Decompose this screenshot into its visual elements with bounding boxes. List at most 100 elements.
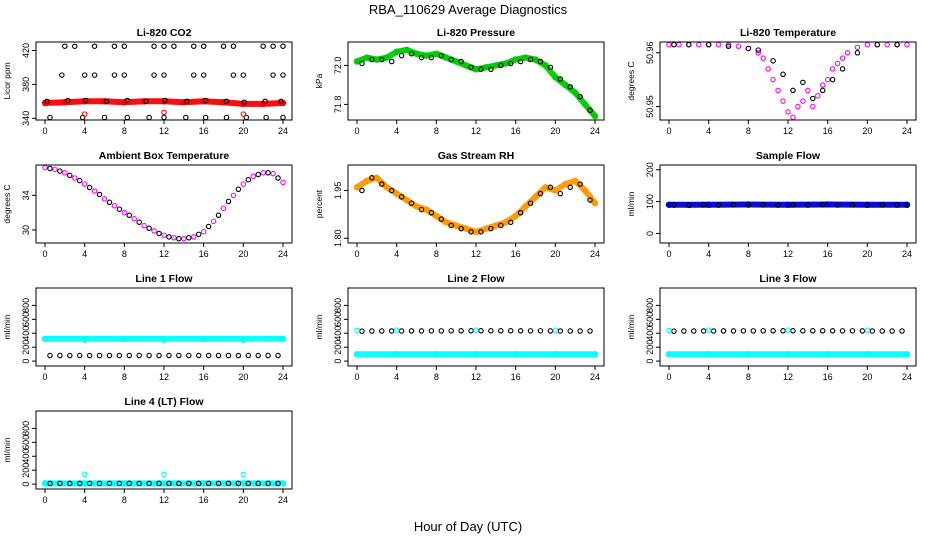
y-tick-label: 600 <box>645 312 655 327</box>
y-tick-label: 200 <box>21 463 31 478</box>
data-point <box>157 231 161 235</box>
data-point <box>582 187 588 193</box>
data-point <box>512 213 518 219</box>
data-point <box>122 44 126 48</box>
data-point <box>220 99 226 105</box>
data-point <box>860 329 864 333</box>
x-tick-label: 8 <box>434 372 439 382</box>
data-point <box>221 206 225 210</box>
data-point <box>518 329 522 333</box>
data-point <box>697 42 701 46</box>
x-tick-label: 20 <box>550 126 560 136</box>
plot-frame <box>36 165 292 243</box>
data-point <box>562 181 568 187</box>
data-point <box>705 351 711 357</box>
x-tick-label: 12 <box>159 372 169 382</box>
data-point <box>280 336 286 342</box>
y-tick-label: 50.96 <box>645 41 655 64</box>
x-tick-label: 20 <box>862 126 872 136</box>
data-point <box>125 115 129 119</box>
y-tick-label: 800 <box>21 298 31 313</box>
data-point <box>73 176 77 180</box>
data-point <box>816 94 820 98</box>
data-point <box>162 115 166 119</box>
data-point <box>736 44 740 48</box>
y-tick-label: 0 <box>333 359 343 364</box>
figure-xlabel: Hour of Day (UTC) <box>414 519 522 534</box>
y-tick-label: 800 <box>21 421 31 436</box>
data-point <box>667 328 671 332</box>
data-point <box>474 328 478 332</box>
plot-data <box>666 328 910 357</box>
x-tick-label: 24 <box>902 126 912 136</box>
data-point <box>142 223 146 227</box>
data-point <box>528 329 532 333</box>
series-2 <box>360 176 592 235</box>
data-point <box>811 104 815 108</box>
data-point <box>43 165 47 169</box>
data-point <box>568 185 572 189</box>
x-tick-label: 8 <box>746 372 751 382</box>
series-1 <box>42 336 286 342</box>
data-point <box>588 329 592 333</box>
data-point <box>558 329 562 333</box>
x-tick-label: 8 <box>746 126 751 136</box>
x-tick-label: 12 <box>159 126 169 136</box>
data-point <box>572 178 578 184</box>
data-point <box>187 353 191 357</box>
data-point <box>895 42 899 46</box>
data-point <box>399 53 403 57</box>
data-point <box>393 351 399 357</box>
data-point <box>473 351 479 357</box>
y-axis-label: ml/min <box>314 314 324 339</box>
data-point <box>112 204 116 208</box>
x-tick-label: 8 <box>122 372 127 382</box>
data-point <box>261 171 265 175</box>
data-point <box>791 115 795 119</box>
y-tick-label: 600 <box>21 435 31 450</box>
data-point <box>592 113 598 119</box>
data-point <box>479 329 483 333</box>
x-tick-label: 4 <box>82 372 87 382</box>
data-point <box>281 73 285 77</box>
panel-title: Gas Stream RH <box>438 150 514 162</box>
data-point <box>201 73 205 77</box>
x-tick-label: 24 <box>590 126 600 136</box>
data-point <box>78 178 82 182</box>
data-point <box>236 187 240 191</box>
x-tick-label: 0 <box>42 372 47 382</box>
data-point <box>786 110 790 114</box>
data-point <box>568 329 572 333</box>
x-tick-label: 16 <box>199 126 209 136</box>
data-point <box>905 42 909 46</box>
data-point <box>785 351 791 357</box>
x-tick-label: 24 <box>590 372 600 382</box>
y-tick-label: 600 <box>333 312 343 327</box>
data-point <box>241 182 245 186</box>
data-point <box>256 353 260 357</box>
x-tick-label: 0 <box>666 126 671 136</box>
x-tick-label: 20 <box>862 249 872 259</box>
y-tick-label: 400 <box>21 449 31 464</box>
data-point <box>875 42 879 46</box>
data-point <box>152 73 156 77</box>
data-point <box>192 73 196 77</box>
x-tick-label: 20 <box>238 495 248 505</box>
data-point <box>746 46 750 50</box>
data-point <box>236 353 240 357</box>
data-point <box>459 329 463 333</box>
data-point <box>403 47 409 53</box>
data-point <box>677 42 681 46</box>
data-point <box>751 329 755 333</box>
plot-frame <box>36 288 292 366</box>
data-point <box>771 329 775 333</box>
x-tick-label: 20 <box>550 249 560 259</box>
y-axis-label: ml/min <box>2 437 12 462</box>
x-tick-label: 0 <box>42 495 47 505</box>
x-tick-label: 8 <box>434 126 439 136</box>
y-tick-label: 0 <box>21 482 31 487</box>
data-point <box>226 199 230 203</box>
